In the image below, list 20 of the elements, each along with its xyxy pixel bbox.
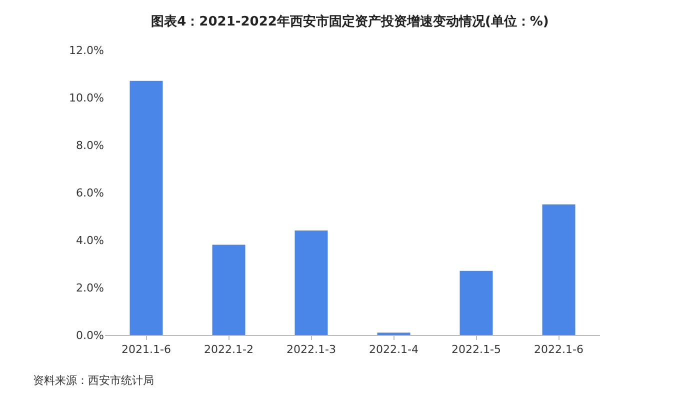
bar [460, 270, 493, 335]
bar [212, 244, 246, 335]
y-tick-label: 10.0% [69, 91, 104, 104]
y-tick-label: 0.0% [76, 328, 104, 342]
bar [130, 80, 163, 335]
y-tick-label: 4.0% [76, 234, 104, 247]
y-tick-label: 12.0% [69, 44, 104, 57]
x-tick-label: 2022.1-6 [534, 343, 584, 356]
x-tick-label: 2022.1-5 [452, 343, 501, 356]
x-tick-label: 2022.1-2 [204, 343, 254, 356]
x-tick-label: 2022.1-3 [286, 343, 336, 356]
y-tick-label: 8.0% [76, 138, 104, 152]
chart-title: 图表4：2021-2022年西安市固定资产投资增速变动情况(单位：%) [151, 13, 549, 30]
bar [294, 230, 328, 335]
bar [542, 204, 576, 335]
y-tick-label: 2.0% [76, 281, 104, 294]
x-tick-label: 2022.1-4 [369, 343, 418, 356]
text: 资料来源：西安市统计局 [33, 374, 154, 387]
x-tick-label: 2021.1-6 [122, 343, 171, 356]
y-tick-label: 6.0% [76, 186, 104, 200]
